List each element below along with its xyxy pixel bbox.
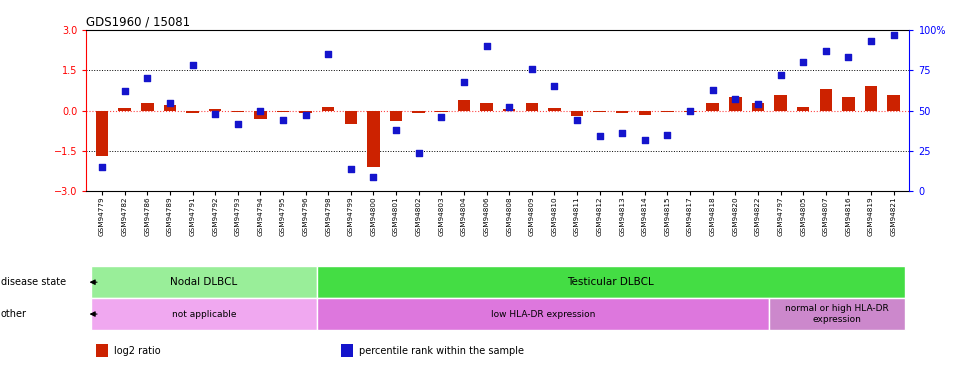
Point <box>682 108 698 114</box>
Bar <box>458 100 470 111</box>
Point <box>117 88 132 94</box>
Point <box>502 104 517 110</box>
Bar <box>413 111 425 113</box>
Bar <box>662 111 673 112</box>
Text: low HLA-DR expression: low HLA-DR expression <box>491 310 595 319</box>
Bar <box>119 108 131 111</box>
Point <box>796 59 811 65</box>
Point <box>411 150 426 156</box>
Bar <box>616 111 628 113</box>
Point <box>818 48 834 54</box>
Point <box>614 130 630 136</box>
Bar <box>769 298 905 330</box>
Bar <box>752 103 764 111</box>
Text: log2 ratio: log2 ratio <box>114 346 161 355</box>
Bar <box>368 111 379 167</box>
Point <box>863 38 879 44</box>
Point <box>94 164 110 170</box>
Bar <box>525 103 538 111</box>
Point <box>750 101 765 107</box>
Bar <box>684 111 696 112</box>
Bar <box>503 109 515 111</box>
Text: Testicular DLBCL: Testicular DLBCL <box>567 277 655 287</box>
Text: normal or high HLA-DR
expression: normal or high HLA-DR expression <box>785 304 889 324</box>
Point <box>298 112 314 118</box>
Point <box>139 75 155 81</box>
Point <box>343 166 359 172</box>
Point <box>705 87 720 93</box>
Point <box>886 32 902 38</box>
Bar <box>345 111 357 124</box>
Bar <box>322 106 334 111</box>
Bar <box>164 105 176 111</box>
Point <box>433 114 449 120</box>
Bar <box>707 103 719 111</box>
Text: Nodal DLBCL: Nodal DLBCL <box>171 277 237 287</box>
Point <box>547 84 563 90</box>
Bar <box>842 97 855 111</box>
Point <box>275 117 291 123</box>
Point <box>208 111 223 117</box>
Bar <box>186 111 199 113</box>
Bar <box>317 266 905 298</box>
Bar <box>91 266 317 298</box>
Text: percentile rank within the sample: percentile rank within the sample <box>359 346 523 355</box>
Point <box>184 63 200 69</box>
Bar <box>390 111 403 122</box>
Text: not applicable: not applicable <box>172 310 236 319</box>
Point <box>230 120 246 126</box>
Point <box>253 108 269 114</box>
Text: disease state: disease state <box>1 277 66 287</box>
Point <box>772 72 788 78</box>
Bar <box>91 298 317 330</box>
Bar <box>729 97 742 111</box>
Bar <box>300 111 312 113</box>
Bar <box>797 106 809 111</box>
Bar <box>276 111 289 112</box>
Bar <box>888 94 900 111</box>
Point <box>592 134 608 140</box>
Point <box>366 174 381 180</box>
Bar <box>96 111 108 156</box>
Point <box>727 96 743 102</box>
Bar <box>231 111 244 112</box>
Text: GDS1960 / 15081: GDS1960 / 15081 <box>86 16 190 29</box>
Point <box>569 117 585 123</box>
Text: other: other <box>1 309 27 319</box>
Point <box>162 100 177 106</box>
Bar <box>480 103 493 111</box>
Point <box>456 79 471 85</box>
Point <box>478 43 494 49</box>
Bar <box>570 111 583 116</box>
Bar <box>141 103 154 111</box>
Point <box>320 51 336 57</box>
Point <box>841 54 857 60</box>
Bar <box>317 298 769 330</box>
Bar <box>435 111 448 112</box>
Bar <box>594 111 606 112</box>
Point <box>388 127 404 133</box>
Point <box>660 132 675 138</box>
Bar <box>209 109 221 111</box>
Bar <box>254 111 267 118</box>
Bar <box>774 94 787 111</box>
Point <box>524 66 540 72</box>
Point <box>637 136 653 142</box>
Bar <box>548 108 561 111</box>
Bar <box>639 111 651 115</box>
Bar <box>864 87 877 111</box>
Bar <box>819 89 832 111</box>
